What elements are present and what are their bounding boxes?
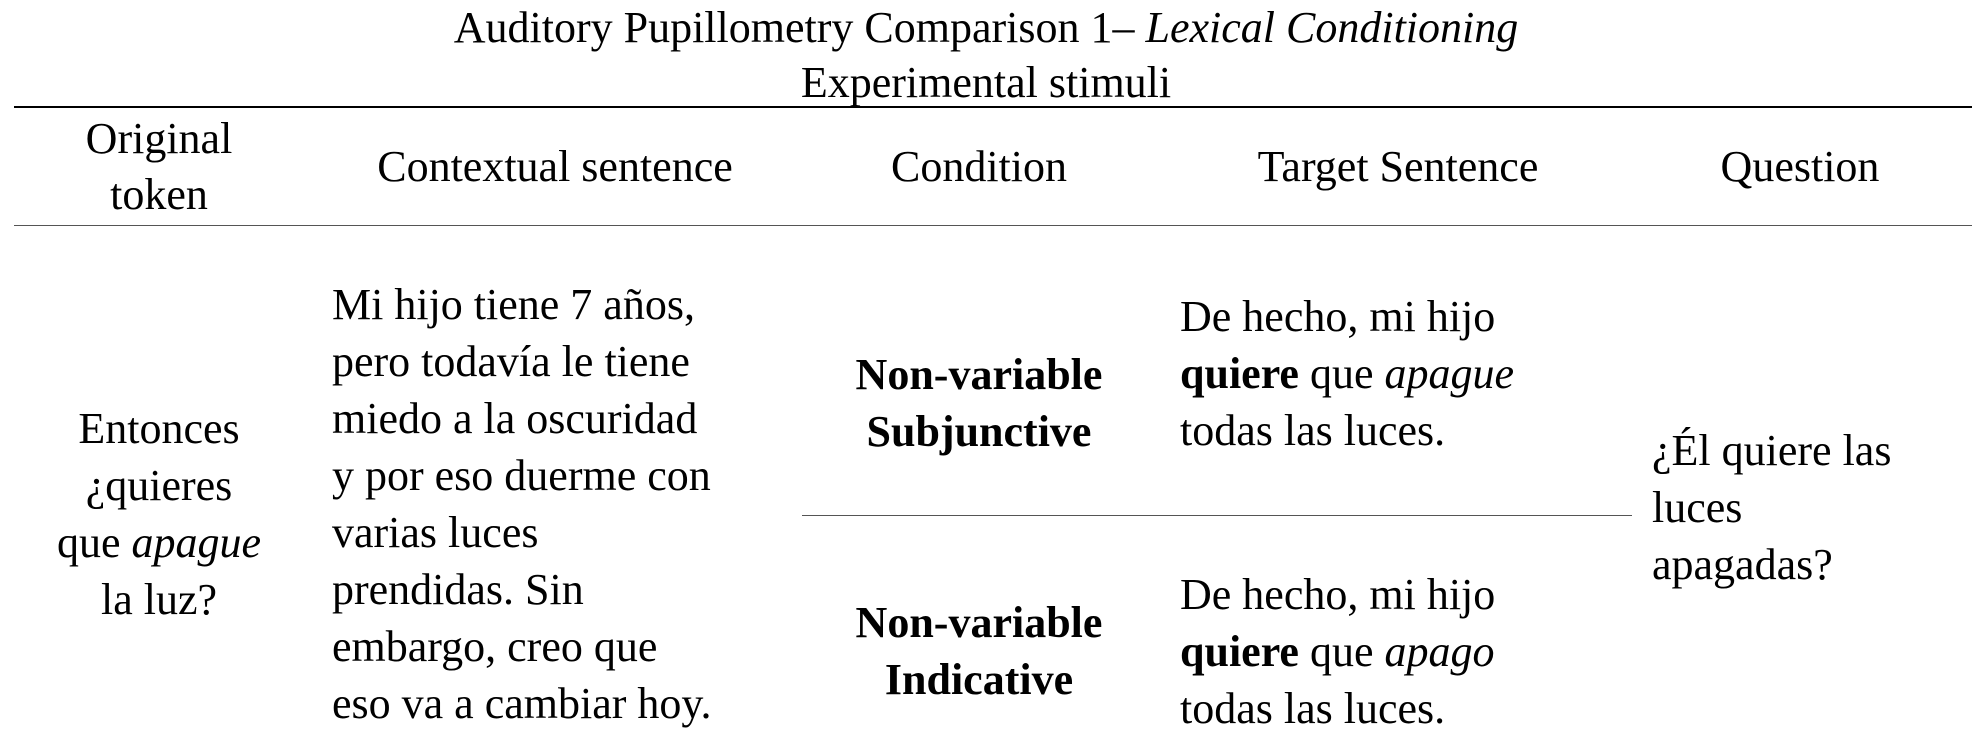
title-line-2: Experimental stimuli <box>800 58 1172 107</box>
target-connector: que <box>1298 349 1385 398</box>
original-token-line2: ¿quieres <box>85 461 233 510</box>
top-rule <box>14 106 1972 108</box>
question-cell: ¿Él quiere las luces apagadas? <box>1652 422 1952 593</box>
target-matrix-verb: quiere <box>1180 627 1299 676</box>
target-line2: quiere que apago <box>1180 623 1640 680</box>
target-line1: De hecho, mi hijo <box>1180 570 1496 619</box>
row-divider <box>802 515 1632 516</box>
question-line: luces <box>1652 483 1743 532</box>
contextual-sentence-cell: Mi hijo tiene 7 años, pero todavía le ti… <box>332 276 802 732</box>
header-original-token: Original token <box>14 106 304 228</box>
original-token-cell: Entonces ¿quieres que apague la luz? <box>14 394 304 634</box>
contextual-line: pero todavía le tiene <box>332 337 690 386</box>
target-matrix-verb: quiere <box>1180 349 1299 398</box>
contextual-line: y por eso duerme con <box>332 451 711 500</box>
original-token-line3: que apague <box>57 514 261 571</box>
condition-line1: Non-variable <box>855 350 1103 399</box>
header-condition: Condition <box>890 142 1068 191</box>
original-token-line4: la luz? <box>100 575 218 624</box>
contextual-line: miedo a la oscuridad <box>332 394 698 443</box>
original-token-verb: apague <box>131 518 262 567</box>
contextual-line: varias luces <box>332 508 539 557</box>
header-original-token-line2: token <box>110 170 208 219</box>
contextual-line: eso va a cambiar hoy. <box>332 679 712 728</box>
original-token-line1: Entonces <box>78 404 240 453</box>
contextual-line: embargo, creo que <box>332 622 658 671</box>
contextual-line: prendidas. Sin <box>332 565 584 614</box>
header-original-token-line1: Original <box>85 114 233 163</box>
title-main-text: Auditory Pupillometry Comparison 1– <box>453 3 1146 52</box>
condition-cell-indicative: Non-variable Indicative <box>806 591 1152 711</box>
target-sentence-cell-indicative: De hecho, mi hijo quiere que apago todas… <box>1180 566 1640 737</box>
header-question: Question <box>1720 142 1880 191</box>
title-italic-text: Lexical Conditioning <box>1145 3 1519 52</box>
contextual-line: Mi hijo tiene 7 años, <box>332 280 695 329</box>
condition-line2: Subjunctive <box>866 407 1092 456</box>
header-target-sentence: Target Sentence <box>1257 142 1539 191</box>
condition-cell-subjunctive: Non-variable Subjunctive <box>806 343 1152 463</box>
target-embedded-verb: apague <box>1384 349 1515 398</box>
table-title: Auditory Pupillometry Comparison 1– Lexi… <box>0 0 1972 110</box>
header-contextual-sentence: Contextual sentence <box>377 142 733 191</box>
question-line: ¿Él quiere las <box>1652 426 1892 475</box>
target-line3: todas las luces. <box>1180 684 1446 733</box>
title-line-1: Auditory Pupillometry Comparison 1– Lexi… <box>0 0 1972 55</box>
target-embedded-verb: apago <box>1384 627 1495 676</box>
target-line3: todas las luces. <box>1180 406 1446 455</box>
target-line2: quiere que apague <box>1180 345 1640 402</box>
original-token-prefix: que <box>56 518 132 567</box>
header-bottom-rule <box>14 225 1972 226</box>
condition-line2: Indicative <box>884 655 1074 704</box>
condition-line1: Non-variable <box>855 598 1103 647</box>
target-line1: De hecho, mi hijo <box>1180 292 1496 341</box>
target-sentence-cell-subjunctive: De hecho, mi hijo quiere que apague toda… <box>1180 288 1640 459</box>
question-line: apagadas? <box>1652 540 1833 589</box>
target-connector: que <box>1298 627 1385 676</box>
